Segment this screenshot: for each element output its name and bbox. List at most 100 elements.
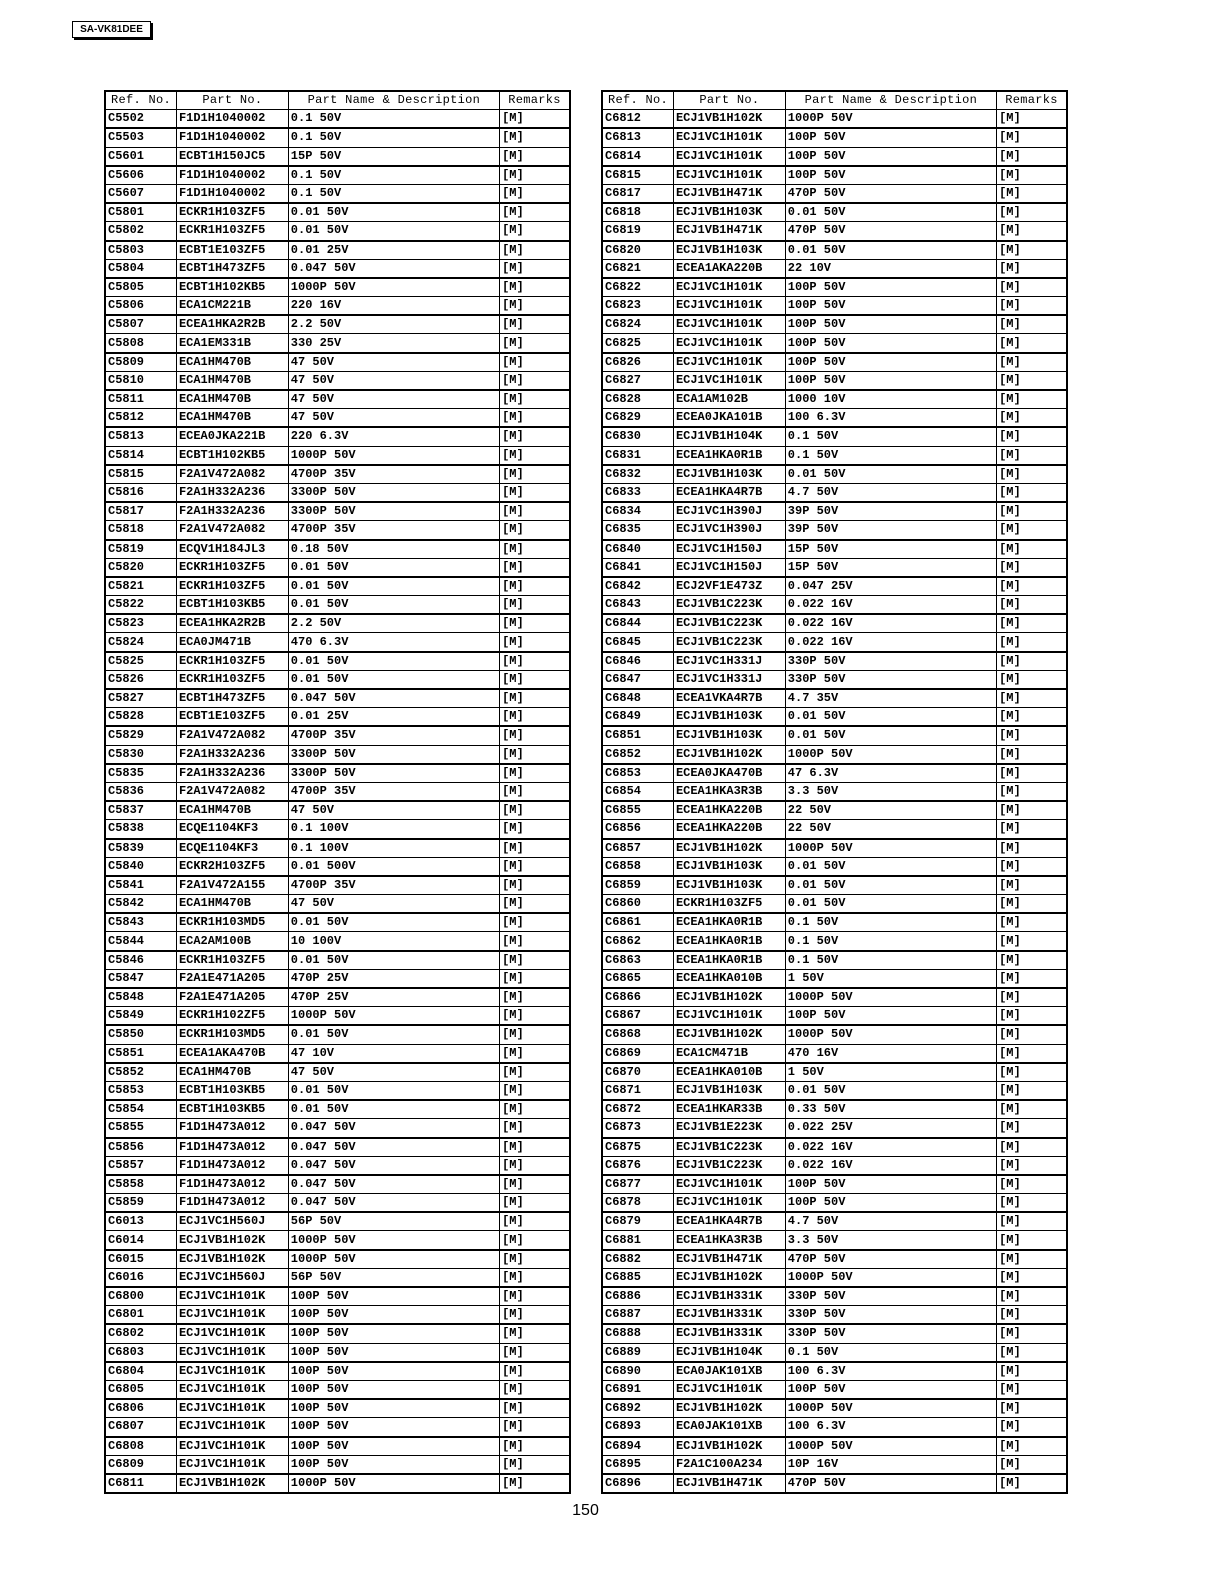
ref-no-cell: C6863 bbox=[601, 950, 674, 970]
description-cell: 0.01 50V bbox=[287, 202, 501, 223]
ref-no-cell: C5822 bbox=[104, 595, 177, 616]
ref-no-cell: C6845 bbox=[601, 632, 674, 653]
description-cell: 3300P 50V bbox=[287, 744, 501, 765]
header-remarks: Remarks bbox=[996, 90, 1068, 111]
table-row: C6879 ECEA1HKA4R7B 4.7 50V [M] bbox=[601, 1211, 1068, 1232]
part-no-cell: ECQE1104KF3 bbox=[175, 819, 289, 840]
description-cell: 100P 50V bbox=[784, 127, 998, 148]
part-no-cell: ECA1HM470B bbox=[175, 894, 289, 915]
table-row: C6894 ECJ1VB1H102K 1000P 50V [M] bbox=[601, 1436, 1068, 1456]
table-row: C6840 ECJ1VC1H150J 15P 50V [M] bbox=[601, 539, 1068, 559]
remarks-cell: [M] bbox=[499, 781, 571, 803]
remarks-cell: [M] bbox=[996, 1398, 1068, 1419]
ref-no-cell: C6873 bbox=[601, 1118, 674, 1139]
remarks-cell: [M] bbox=[996, 725, 1068, 746]
remarks-cell: [M] bbox=[499, 1417, 571, 1438]
ref-no-cell: C5859 bbox=[104, 1193, 177, 1214]
part-no-cell: ECJ1VB1H102K bbox=[672, 744, 786, 765]
part-no-cell: ECJ1VB1H331K bbox=[672, 1286, 786, 1307]
ref-no-cell: C6803 bbox=[104, 1342, 177, 1363]
description-cell: 47 50V bbox=[287, 352, 501, 372]
remarks-cell: [M] bbox=[499, 707, 571, 728]
description-cell: 0.01 50V bbox=[287, 221, 501, 242]
remarks-cell: [M] bbox=[996, 838, 1068, 858]
part-no-cell: ECEA0JKA221B bbox=[175, 426, 289, 447]
part-no-cell: F1D1H473A012 bbox=[175, 1118, 289, 1139]
table-row: C6854 ECEA1HKA3R3B 3.3 50V [M] bbox=[601, 781, 1068, 803]
part-no-cell: ECBT1H103KB5 bbox=[175, 1099, 289, 1120]
table-row: C5601 ECBT1H150JC5 15P 50V [M] bbox=[104, 146, 571, 167]
remarks-cell: [M] bbox=[996, 1174, 1068, 1195]
table-row: C6895 F2A1C100A234 10P 16V [M] bbox=[601, 1454, 1068, 1475]
ref-no-cell: C6815 bbox=[601, 165, 674, 185]
part-no-cell: ECEA1AKA470B bbox=[175, 1043, 289, 1064]
remarks-cell: [M] bbox=[499, 875, 571, 896]
ref-no-cell: C5803 bbox=[104, 240, 177, 260]
table-row: C6822 ECJ1VC1H101K 100P 50V [M] bbox=[601, 277, 1068, 298]
remarks-cell: [M] bbox=[996, 763, 1068, 783]
table-row: C6015 ECJ1VB1H102K 1000P 50V [M] bbox=[104, 1249, 571, 1269]
part-no-cell: ECJ1VB1H103K bbox=[672, 856, 786, 877]
ref-no-cell: C5824 bbox=[104, 632, 177, 653]
table-row: C6891 ECJ1VC1H101K 100P 50V [M] bbox=[601, 1379, 1068, 1401]
table-row: C5847 F2A1E471A205 470P 25V [M] bbox=[104, 968, 571, 989]
description-cell: 0.1 50V bbox=[287, 127, 501, 148]
table-row: C5805 ECBT1H102KB5 1000P 50V [M] bbox=[104, 277, 571, 298]
remarks-cell: [M] bbox=[996, 1323, 1068, 1344]
part-no-cell: ECBT1H102KB5 bbox=[175, 445, 289, 466]
description-cell: 0.33 50V bbox=[784, 1099, 998, 1120]
description-cell: 1000P 50V bbox=[287, 1230, 501, 1251]
description-cell: 1000P 50V bbox=[784, 744, 998, 765]
remarks-cell: [M] bbox=[996, 968, 1068, 989]
table-header-row: Ref. No. Part No. Part Name & Descriptio… bbox=[104, 90, 571, 111]
part-no-cell: F2A1H332A236 bbox=[175, 763, 289, 783]
remarks-cell: [M] bbox=[996, 1006, 1068, 1027]
ref-no-cell: C5829 bbox=[104, 725, 177, 746]
part-no-cell: F2A1V472A082 bbox=[175, 725, 289, 746]
remarks-cell: [M] bbox=[996, 501, 1068, 522]
ref-no-cell: C6833 bbox=[601, 482, 674, 504]
remarks-cell: [M] bbox=[499, 370, 571, 391]
remarks-cell: [M] bbox=[996, 370, 1068, 391]
description-cell: 0.01 50V bbox=[287, 557, 501, 578]
description-cell: 470P 50V bbox=[784, 1473, 998, 1494]
description-cell: 1000P 50V bbox=[784, 838, 998, 858]
ref-no-cell: C6879 bbox=[601, 1211, 674, 1232]
description-cell: 4.7 35V bbox=[784, 688, 998, 709]
remarks-cell: [M] bbox=[499, 1361, 571, 1381]
remarks-cell: [M] bbox=[499, 1379, 571, 1401]
remarks-cell: [M] bbox=[499, 1099, 571, 1120]
description-cell: 100P 50V bbox=[287, 1417, 501, 1438]
table-row: C5816 F2A1H332A236 3300P 50V [M] bbox=[104, 482, 571, 504]
parts-table-right: Ref. No. Part No. Part Name & Descriptio… bbox=[601, 90, 1068, 1495]
description-cell: 0.01 50V bbox=[287, 576, 501, 597]
description-cell: 4.7 50V bbox=[784, 482, 998, 504]
ref-no-cell: C6849 bbox=[601, 707, 674, 728]
remarks-cell: [M] bbox=[996, 464, 1068, 484]
part-no-cell: ECJ1VB1H103K bbox=[672, 240, 786, 260]
part-no-cell: ECBT1E103ZF5 bbox=[175, 240, 289, 260]
ref-no-cell: C6825 bbox=[601, 333, 674, 354]
table-row: C5818 F2A1V472A082 4700P 35V [M] bbox=[104, 520, 571, 541]
ref-no-cell: C5858 bbox=[104, 1174, 177, 1195]
remarks-cell: [M] bbox=[996, 520, 1068, 541]
remarks-cell: [M] bbox=[996, 221, 1068, 242]
table-row: C6826 ECJ1VC1H101K 100P 50V [M] bbox=[601, 352, 1068, 372]
table-row: C6849 ECJ1VB1H103K 0.01 50V [M] bbox=[601, 707, 1068, 728]
table-row: C5814 ECBT1H102KB5 1000P 50V [M] bbox=[104, 445, 571, 466]
ref-no-cell: C6829 bbox=[601, 408, 674, 429]
remarks-cell: [M] bbox=[996, 202, 1068, 223]
ref-no-cell: C6823 bbox=[601, 296, 674, 317]
ref-no-cell: C6802 bbox=[104, 1323, 177, 1344]
part-no-cell: ECA1HM470B bbox=[175, 800, 289, 821]
description-cell: 0.1 100V bbox=[287, 838, 501, 858]
ref-no-cell: C5828 bbox=[104, 707, 177, 728]
part-no-cell: ECJ1VC1H101K bbox=[672, 127, 786, 148]
part-no-cell: ECJ1VB1H471K bbox=[672, 1249, 786, 1269]
table-row: C6806 ECJ1VC1H101K 100P 50V [M] bbox=[104, 1398, 571, 1419]
remarks-cell: [M] bbox=[499, 1155, 571, 1176]
table-row: C6885 ECJ1VB1H102K 1000P 50V [M] bbox=[601, 1267, 1068, 1288]
remarks-cell: [M] bbox=[996, 146, 1068, 167]
table-row: C6013 ECJ1VC1H560J 56P 50V [M] bbox=[104, 1211, 571, 1232]
ref-no-cell: C6882 bbox=[601, 1249, 674, 1269]
